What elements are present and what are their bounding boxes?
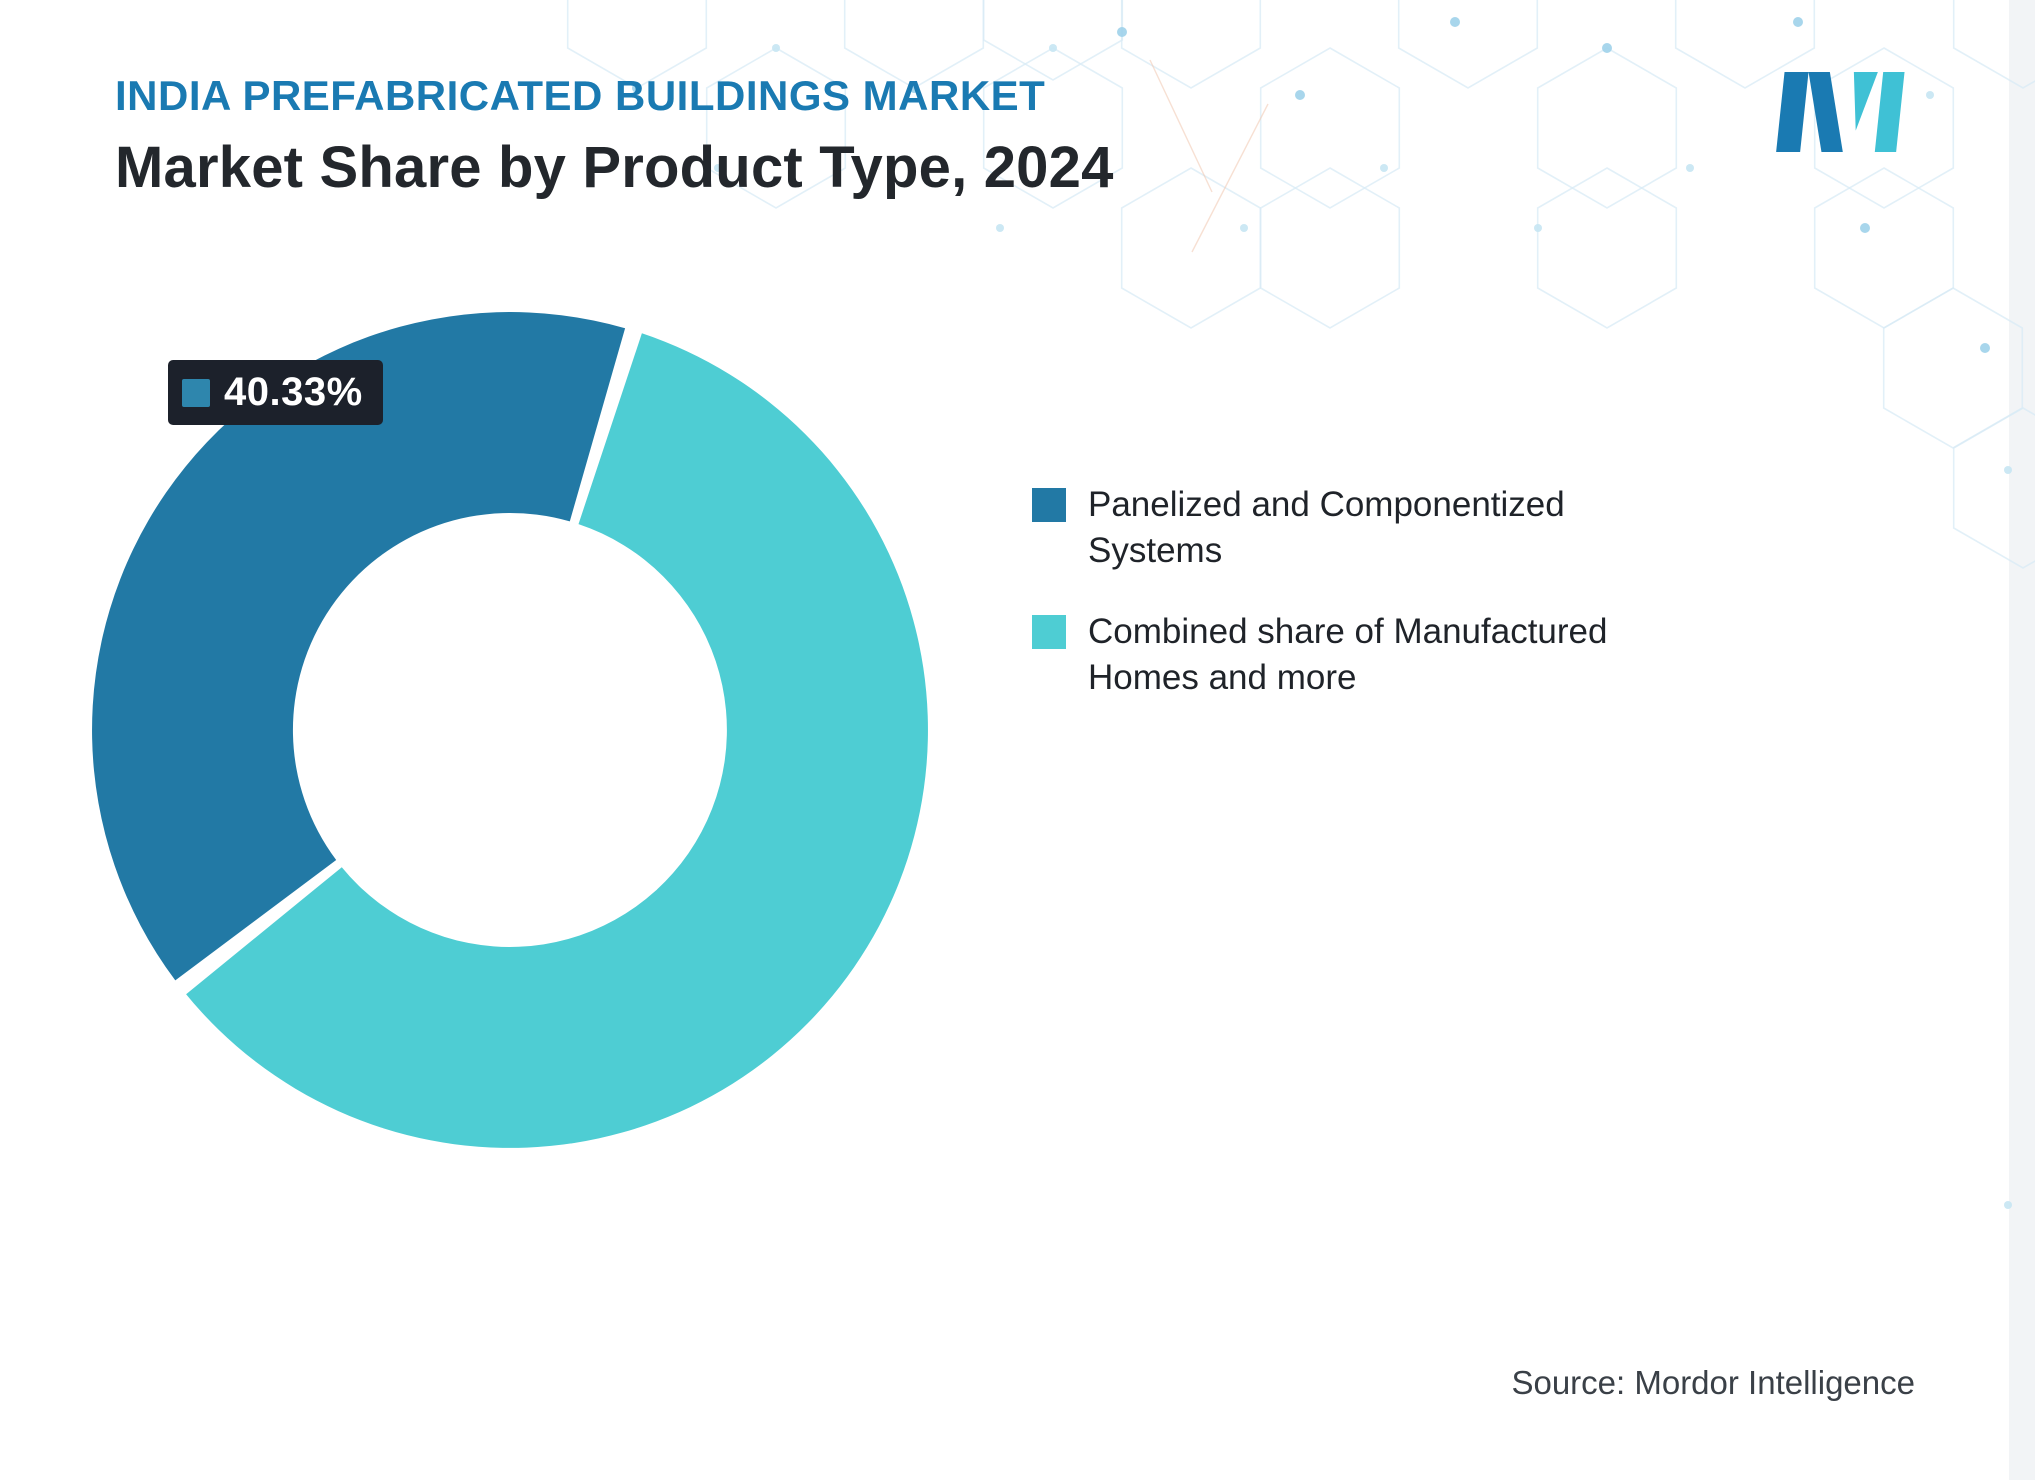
logo-right-bar [1874, 72, 1905, 152]
hexagon-outline [1536, 47, 1678, 209]
logo-left-bar [1776, 72, 1809, 152]
decoration-dot [1602, 43, 1612, 53]
logo-triangle-teal [1853, 72, 1878, 131]
hexagon-outline [1120, 167, 1262, 329]
decoration-dot [1240, 224, 1248, 232]
decoration-dot [772, 44, 780, 52]
hexagon-outline [1882, 287, 2024, 449]
source-attribution: Source: Mordor Intelligence [1511, 1364, 1915, 1401]
decoration-dot [1295, 90, 1305, 100]
accent-line [1149, 59, 1213, 193]
hexagon-outline [1813, 167, 1955, 329]
donut-slice [186, 333, 928, 1148]
hexagon-outline [1397, 0, 1539, 89]
decoration-dot [1926, 91, 1934, 99]
donut-chart-svg [92, 312, 928, 1148]
page-edge-strip [2009, 0, 2035, 1480]
hexagon-outline [1259, 167, 1401, 329]
legend-label-manufactured: Combined share of Manufactured Homes and… [1088, 612, 1608, 697]
decoration-dot [714, 164, 722, 172]
decoration-dot [1117, 27, 1127, 37]
header: INDIA PREFABRICATED BUILDINGS MARKET Mar… [115, 72, 1114, 201]
data-label-badge: 40.33% [168, 360, 383, 425]
legend-swatch-panelized [1032, 488, 1066, 522]
hexagon-outline [982, 47, 1124, 209]
badge-swatch [182, 378, 210, 407]
legend: Panelized and Componentized Systems Comb… [1032, 482, 1732, 700]
donut-slice [92, 312, 626, 981]
legend-item-manufactured: Combined share of Manufactured Homes and… [1032, 609, 1732, 700]
legend-item-panelized: Panelized and Componentized Systems [1032, 482, 1732, 573]
decoration-dot [1450, 17, 1460, 27]
decoration-dot [632, 83, 642, 93]
hexagon-outline [1120, 0, 1262, 89]
decoration-dot [1534, 224, 1542, 232]
donut-chart [88, 308, 932, 1152]
hexagon-outline [982, 0, 1124, 81]
logo-diagonal-blue [1808, 72, 1843, 152]
hexagon-outline [1536, 167, 1678, 329]
decoration-dot [1860, 223, 1870, 233]
hexagon-outline [705, 47, 847, 209]
decoration-dot [1049, 44, 1057, 52]
hexagon-outline [1674, 0, 1816, 89]
mordor-intelligence-logo [1776, 72, 1905, 152]
data-label-value: 40.33% [224, 370, 363, 414]
decoration-dot [996, 224, 1004, 232]
hexagon-outline [1952, 407, 2035, 569]
hexagon-outline [1952, 0, 2035, 89]
page-title: INDIA PREFABRICATED BUILDINGS MARKET [115, 72, 1046, 119]
decoration-dot [1793, 17, 1803, 27]
decoration-dot [1980, 343, 1990, 353]
accent-line [1191, 103, 1269, 253]
decoration-dot [2004, 466, 2012, 474]
legend-label-panelized: Panelized and Componentized Systems [1088, 485, 1565, 570]
decoration-dot [2004, 1201, 2012, 1209]
legend-swatch-manufactured [1032, 615, 1066, 649]
hexagon-outline [1259, 47, 1401, 209]
decoration-dot [1686, 164, 1694, 172]
decoration-dot [909, 83, 919, 93]
decoration-dot [1380, 164, 1388, 172]
page-subtitle: Market Share by Product Type, 2024 [115, 135, 1114, 200]
